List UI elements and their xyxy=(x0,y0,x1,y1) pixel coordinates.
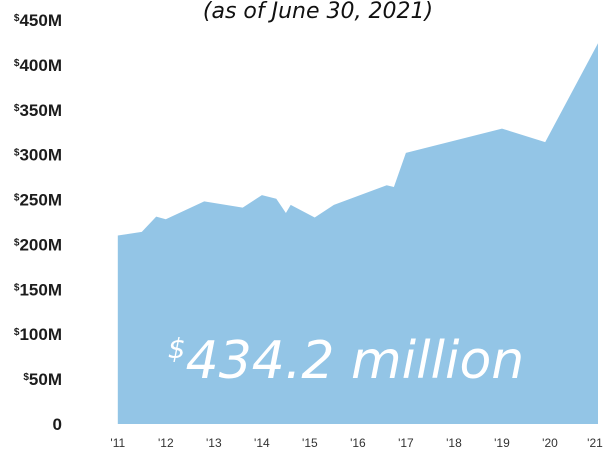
x-tick-label: '18 xyxy=(446,436,462,450)
total-value-annotation: $434.2 million xyxy=(168,331,524,391)
x-tick-label: '11 xyxy=(110,436,125,450)
x-tick-label: '14 xyxy=(254,436,270,450)
x-tick-label: '19 xyxy=(494,436,510,450)
y-tick-label: $250M xyxy=(14,191,62,210)
x-axis-tick-labels: '11 '12 '13 '14 '15 '16 '17 '18 '19 '20 '21 xyxy=(110,436,603,450)
x-tick-label: '16 xyxy=(350,436,366,450)
x-tick-label: '17 xyxy=(398,436,414,450)
y-axis-tick-labels: $450M $400M $350M $300M $250M $200M $150M $100M… xyxy=(14,11,62,434)
x-tick-label: '15 xyxy=(302,436,318,450)
y-tick-label: $400M xyxy=(14,56,62,75)
annotation-value: 434.2 million xyxy=(186,331,525,391)
y-tick-label: 0 xyxy=(53,415,62,434)
y-tick-label: $100M xyxy=(14,325,62,344)
y-tick-label: $200M xyxy=(14,235,62,254)
x-tick-label: '12 xyxy=(158,436,174,450)
x-tick-label: '13 xyxy=(206,436,222,450)
y-tick-label: $150M xyxy=(14,280,62,299)
annotation-currency-symbol: $ xyxy=(168,332,186,365)
y-tick-label: $450M xyxy=(14,11,62,30)
x-tick-label: '21 xyxy=(587,436,603,450)
y-tick-label: $350M xyxy=(14,101,62,120)
chart-subtitle: (as of June 30, 2021) xyxy=(203,0,433,24)
y-tick-label: $300M xyxy=(14,146,62,165)
x-tick-label: '20 xyxy=(542,436,558,450)
y-tick-label: $50M xyxy=(23,370,62,389)
